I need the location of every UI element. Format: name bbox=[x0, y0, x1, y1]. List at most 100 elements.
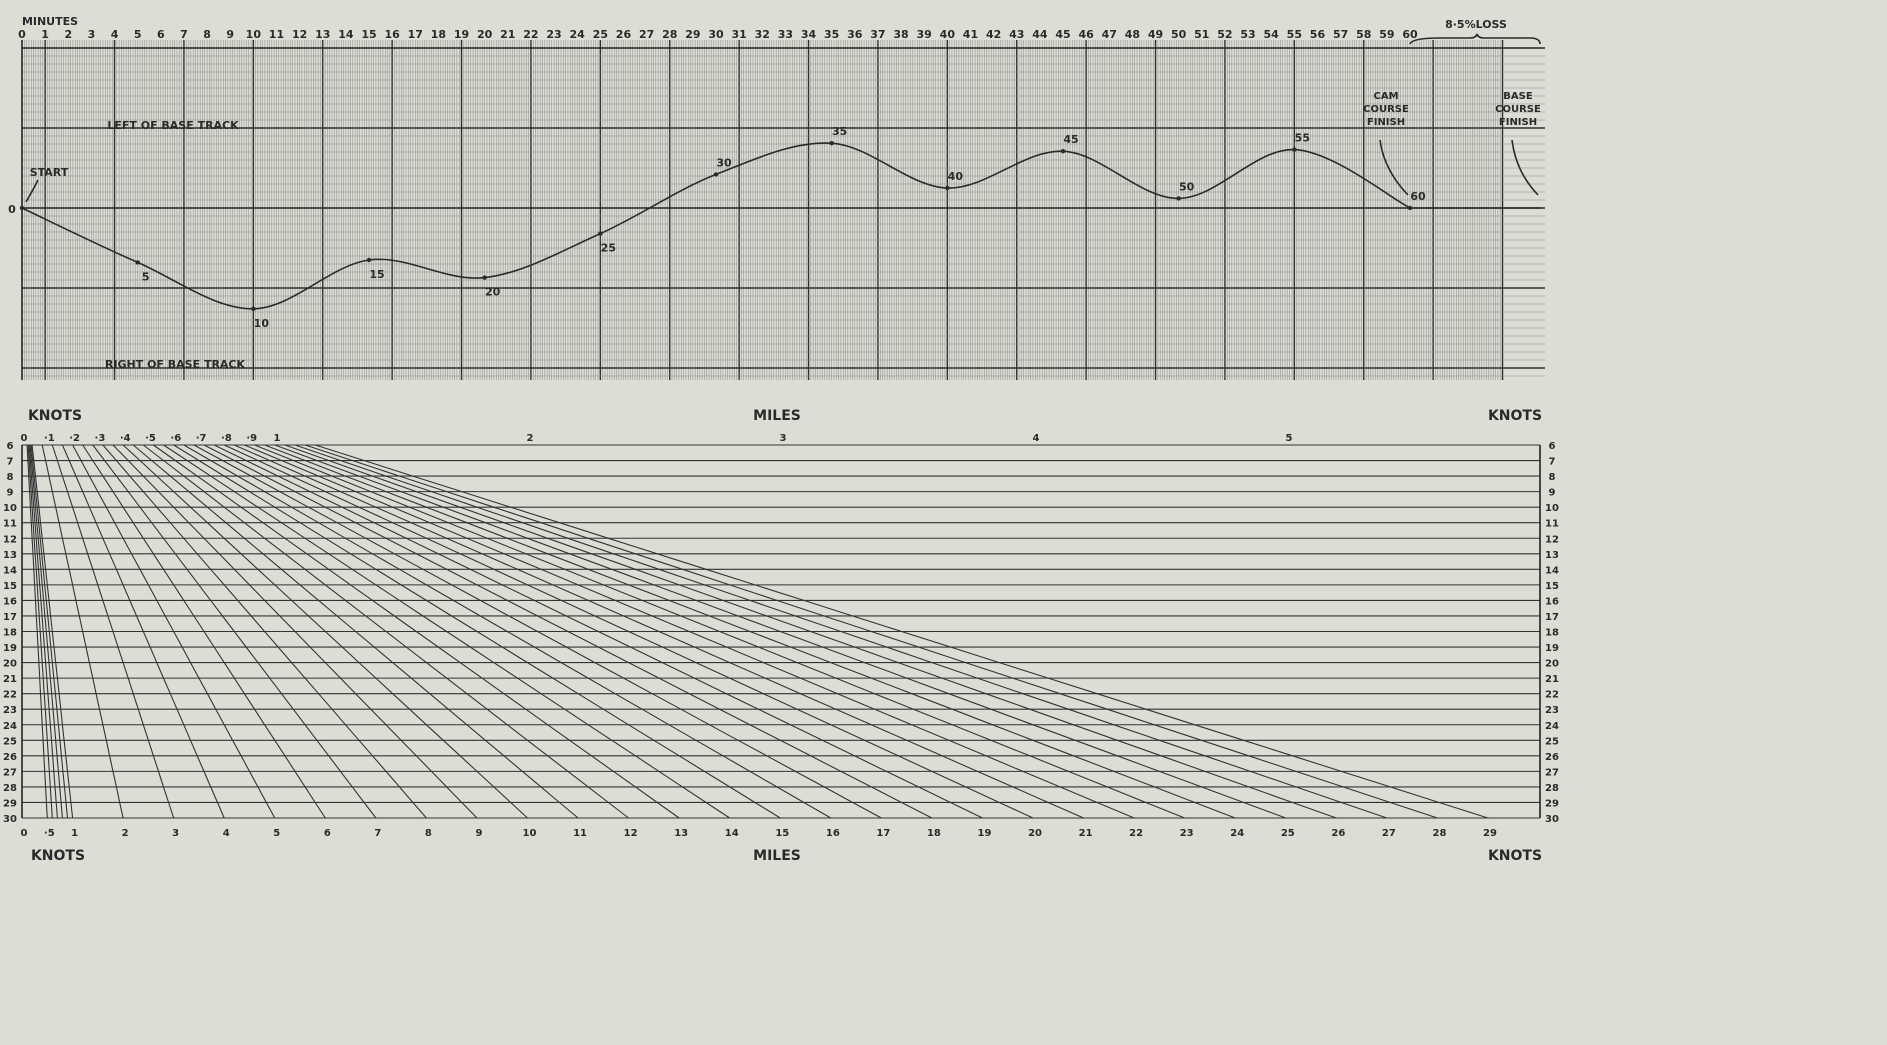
top-mile-tick-label: 4 bbox=[1033, 433, 1040, 444]
mile-curve bbox=[31, 444, 74, 819]
knots-bottom-left-label: KNOTS bbox=[31, 848, 85, 864]
knots-row-left-label: 20 bbox=[3, 659, 17, 670]
mile-curve bbox=[72, 444, 276, 819]
mile-curve bbox=[82, 444, 326, 819]
minute-tick-label: 34 bbox=[801, 28, 817, 41]
mile-curve bbox=[213, 444, 983, 819]
minute-tick-label: 47 bbox=[1102, 28, 1117, 41]
start-label: START bbox=[30, 166, 69, 179]
knots-row-left-label: 10 bbox=[3, 503, 17, 514]
minute-tick-label: 59 bbox=[1379, 28, 1394, 41]
knots-row-left-label: 22 bbox=[3, 690, 17, 701]
knots-row-left-label: 12 bbox=[3, 534, 17, 545]
knots-row-right-label: 16 bbox=[1545, 596, 1559, 607]
knots-row-left-label: 8 bbox=[7, 472, 14, 483]
bottom-mile-tick-label: ·5 bbox=[44, 828, 55, 839]
bottom-mile-tick-label: 5 bbox=[273, 828, 280, 839]
knots-row-left-label: 7 bbox=[7, 457, 14, 468]
bottom-mile-tick-label: 25 bbox=[1281, 828, 1295, 839]
bottom-mile-tick-label: 9 bbox=[475, 828, 482, 839]
knots-row-right-label: 15 bbox=[1545, 581, 1559, 592]
mile-curve bbox=[264, 444, 1236, 819]
minute-tick-label: 25 bbox=[593, 28, 608, 41]
knots-row-right-label: 7 bbox=[1549, 457, 1556, 468]
knots-row-left-label: 9 bbox=[7, 488, 14, 499]
top-mile-tick-label: ·2 bbox=[69, 433, 80, 444]
knots-row-left-label: 19 bbox=[3, 643, 17, 654]
bottom-mile-tick-label: 15 bbox=[775, 828, 789, 839]
cam-finish-arrow bbox=[1379, 139, 1409, 196]
top-mile-tick-label: ·3 bbox=[95, 433, 106, 444]
minute-tick-label: 26 bbox=[616, 28, 632, 41]
knots-row-right-label: 12 bbox=[1545, 534, 1559, 545]
bottom-mile-tick-label: 20 bbox=[1028, 828, 1042, 839]
minutes-axis-label: MINUTES bbox=[22, 15, 78, 28]
minute-tick-label: 31 bbox=[731, 28, 746, 41]
minute-tick-label: 40 bbox=[940, 28, 956, 41]
knots-row-right-label: 24 bbox=[1545, 721, 1559, 732]
mile-curve bbox=[26, 444, 48, 819]
top-mile-tick-label: 3 bbox=[780, 433, 787, 444]
minute-tick-label: 32 bbox=[755, 28, 770, 41]
minute-tick-label: 14 bbox=[338, 28, 354, 41]
minute-tick-label: 30 bbox=[708, 28, 724, 41]
mile-curve bbox=[41, 444, 124, 819]
knots-row-right-label: 30 bbox=[1545, 814, 1559, 825]
minute-tick-label: 33 bbox=[778, 28, 793, 41]
mile-curve bbox=[29, 444, 63, 819]
mile-curve bbox=[61, 444, 225, 819]
minute-tick-label: 49 bbox=[1148, 28, 1163, 41]
miles-top-label: MILES bbox=[753, 408, 801, 424]
zero-label: 0 bbox=[8, 203, 16, 216]
minute-tick-label: 6 bbox=[157, 28, 165, 41]
top-mile-tick-label: ·1 bbox=[44, 433, 55, 444]
course-point-label: 35 bbox=[832, 125, 847, 138]
bottom-mile-tick-label: 10 bbox=[523, 828, 537, 839]
bottom-mile-tick-label: 18 bbox=[927, 828, 941, 839]
knots-row-right-label: 22 bbox=[1545, 690, 1559, 701]
course-point-label: 50 bbox=[1179, 180, 1195, 193]
start-arrow bbox=[25, 179, 39, 203]
minute-tick-label: 50 bbox=[1171, 28, 1187, 41]
mile-curve bbox=[315, 444, 1489, 819]
base-course-finish-label: FINISH bbox=[1499, 117, 1537, 128]
minute-tick-label: 43 bbox=[1009, 28, 1024, 41]
minute-tick-label: 7 bbox=[180, 28, 188, 41]
knots-bottom-right-label: KNOTS bbox=[1488, 848, 1542, 864]
minute-tick-label: 8 bbox=[203, 28, 211, 41]
bottom-mile-tick-label: 22 bbox=[1129, 828, 1143, 839]
knots-row-right-label: 20 bbox=[1545, 659, 1559, 670]
minute-tick-label: 1 bbox=[41, 28, 49, 41]
minute-tick-label: 27 bbox=[639, 28, 654, 41]
knots-row-right-label: 25 bbox=[1545, 736, 1559, 747]
mile-curve bbox=[183, 444, 832, 819]
bottom-mile-tick-label: 17 bbox=[876, 828, 890, 839]
bottom-mile-tick-label: 0 bbox=[21, 828, 28, 839]
knots-row-right-label: 27 bbox=[1545, 767, 1559, 778]
minute-tick-label: 57 bbox=[1333, 28, 1348, 41]
base-course-finish-label: BASE bbox=[1503, 91, 1533, 102]
bottom-mile-tick-label: 13 bbox=[674, 828, 688, 839]
mile-curve bbox=[234, 444, 1084, 819]
minute-tick-label: 48 bbox=[1125, 28, 1140, 41]
bottom-mile-tick-label: 21 bbox=[1079, 828, 1093, 839]
minute-tick-label: 38 bbox=[893, 28, 908, 41]
minute-tick-label: 56 bbox=[1310, 28, 1326, 41]
minute-tick-label: 28 bbox=[662, 28, 677, 41]
right-of-base-track-label: RIGHT OF BASE TRACK bbox=[105, 358, 246, 371]
top-mile-tick-label: 2 bbox=[527, 433, 534, 444]
mile-curve bbox=[142, 444, 629, 819]
minute-tick-label: 46 bbox=[1078, 28, 1094, 41]
knots-top-left-label: KNOTS bbox=[28, 408, 82, 424]
course-point bbox=[135, 260, 140, 265]
bottom-mile-tick-label: 16 bbox=[826, 828, 840, 839]
course-point bbox=[598, 231, 603, 236]
bottom-mile-tick-label: 4 bbox=[223, 828, 230, 839]
bottom-mile-tick-label: 14 bbox=[725, 828, 739, 839]
bottom-mile-tick-label: 19 bbox=[978, 828, 992, 839]
cam-course-finish-label: FINISH bbox=[1367, 117, 1405, 128]
mile-curve bbox=[122, 444, 528, 819]
minute-tick-label: 44 bbox=[1032, 28, 1048, 41]
minute-tick-label: 35 bbox=[824, 28, 839, 41]
